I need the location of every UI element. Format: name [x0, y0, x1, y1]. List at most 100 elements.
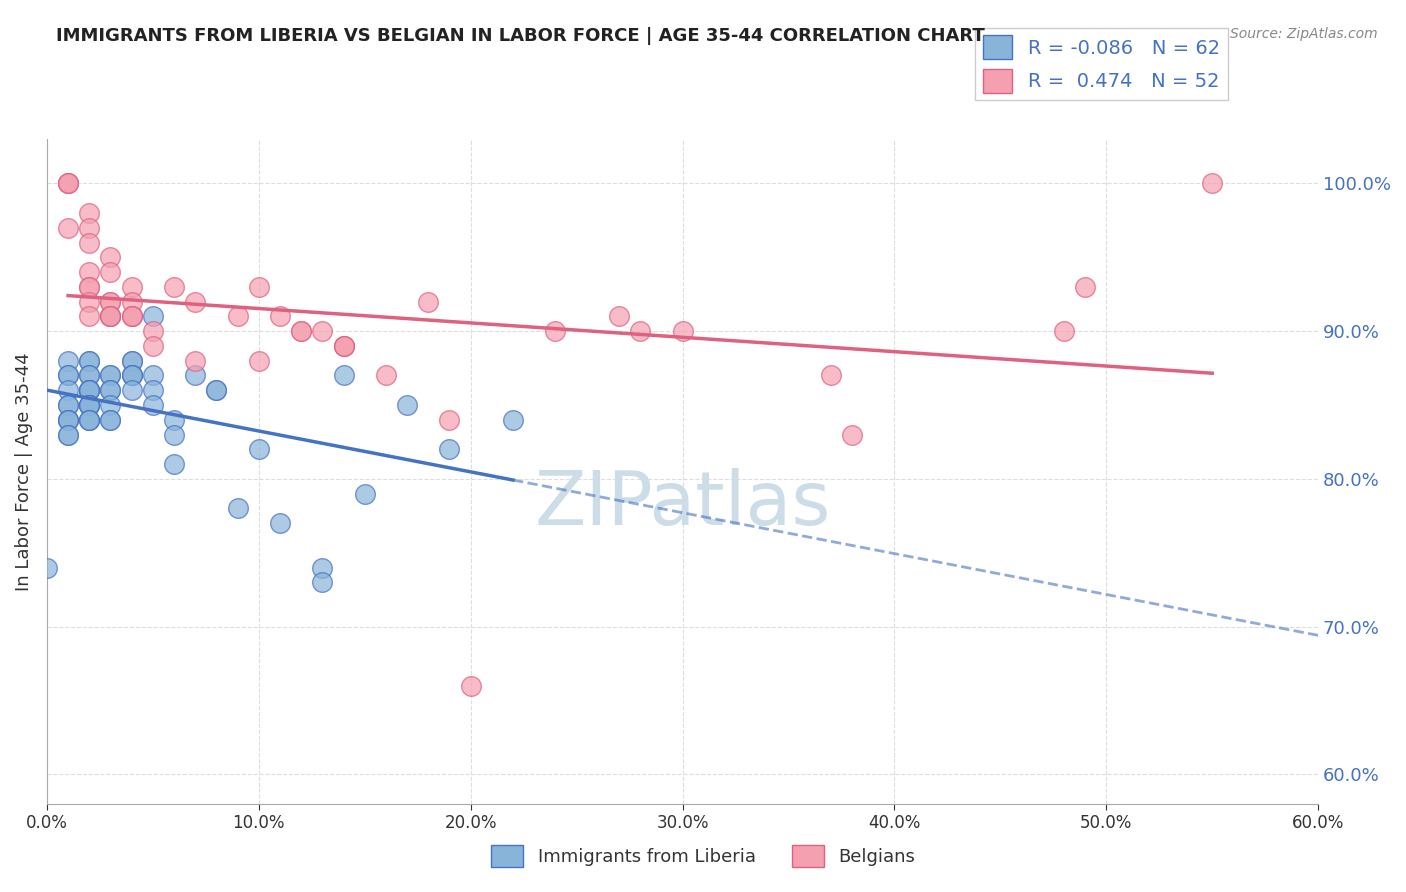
- Point: [100, 294, 122, 309]
- Point: [121, 310, 143, 324]
- Point: [311, 560, 333, 574]
- Point: [77, 413, 100, 427]
- Point: [184, 294, 207, 309]
- Point: [77, 368, 100, 383]
- Point: [121, 353, 143, 368]
- Point: [121, 384, 143, 398]
- Point: [332, 368, 354, 383]
- Point: [142, 339, 165, 353]
- Text: IMMIGRANTS FROM LIBERIA VS BELGIAN IN LABOR FORCE | AGE 35-44 CORRELATION CHART: IMMIGRANTS FROM LIBERIA VS BELGIAN IN LA…: [56, 27, 986, 45]
- Point: [100, 265, 122, 279]
- Point: [100, 310, 122, 324]
- Point: [77, 398, 100, 412]
- Point: [100, 250, 122, 264]
- Point: [184, 353, 207, 368]
- Point: [311, 324, 333, 338]
- Text: ZIPatlas: ZIPatlas: [534, 468, 831, 541]
- Point: [290, 324, 312, 338]
- Point: [56, 398, 79, 412]
- Point: [163, 280, 186, 294]
- Point: [311, 575, 333, 590]
- Point: [820, 368, 842, 383]
- Legend: R = -0.086   N = 62, R =  0.474   N = 52: R = -0.086 N = 62, R = 0.474 N = 52: [976, 28, 1227, 100]
- Point: [77, 235, 100, 250]
- Y-axis label: In Labor Force | Age 35-44: In Labor Force | Age 35-44: [15, 352, 32, 591]
- Point: [247, 280, 270, 294]
- Point: [374, 368, 396, 383]
- Point: [100, 310, 122, 324]
- Point: [121, 310, 143, 324]
- Point: [100, 384, 122, 398]
- Point: [56, 177, 79, 191]
- Point: [77, 398, 100, 412]
- Point: [121, 368, 143, 383]
- Point: [290, 324, 312, 338]
- Point: [77, 384, 100, 398]
- Point: [56, 220, 79, 235]
- Point: [607, 310, 630, 324]
- Point: [841, 427, 863, 442]
- Point: [77, 368, 100, 383]
- Point: [332, 339, 354, 353]
- Point: [77, 413, 100, 427]
- Point: [77, 398, 100, 412]
- Point: [121, 280, 143, 294]
- Point: [142, 368, 165, 383]
- Point: [439, 413, 461, 427]
- Point: [56, 368, 79, 383]
- Point: [163, 427, 186, 442]
- Point: [77, 265, 100, 279]
- Point: [56, 398, 79, 412]
- Point: [56, 427, 79, 442]
- Point: [77, 398, 100, 412]
- Point: [100, 368, 122, 383]
- Point: [332, 339, 354, 353]
- Point: [142, 384, 165, 398]
- Point: [1053, 324, 1076, 338]
- Point: [77, 220, 100, 235]
- Point: [77, 398, 100, 412]
- Point: [77, 206, 100, 220]
- Point: [77, 353, 100, 368]
- Point: [269, 516, 291, 531]
- Point: [56, 177, 79, 191]
- Point: [226, 501, 249, 516]
- Point: [56, 353, 79, 368]
- Point: [163, 413, 186, 427]
- Point: [100, 368, 122, 383]
- Point: [1074, 280, 1097, 294]
- Point: [121, 368, 143, 383]
- Point: [121, 368, 143, 383]
- Point: [332, 339, 354, 353]
- Point: [56, 177, 79, 191]
- Point: [56, 413, 79, 427]
- Point: [56, 384, 79, 398]
- Point: [35, 560, 58, 574]
- Point: [418, 294, 440, 309]
- Point: [121, 294, 143, 309]
- Point: [56, 413, 79, 427]
- Point: [77, 384, 100, 398]
- Point: [460, 679, 482, 693]
- Point: [77, 384, 100, 398]
- Point: [77, 294, 100, 309]
- Point: [353, 486, 375, 500]
- Point: [396, 398, 419, 412]
- Point: [100, 384, 122, 398]
- Point: [247, 353, 270, 368]
- Point: [439, 442, 461, 457]
- Point: [269, 310, 291, 324]
- Point: [628, 324, 651, 338]
- Point: [226, 310, 249, 324]
- Point: [77, 413, 100, 427]
- Point: [142, 398, 165, 412]
- Point: [544, 324, 567, 338]
- Point: [142, 310, 165, 324]
- Point: [142, 324, 165, 338]
- Point: [247, 442, 270, 457]
- Point: [100, 413, 122, 427]
- Point: [77, 353, 100, 368]
- Point: [671, 324, 693, 338]
- Point: [121, 353, 143, 368]
- Point: [502, 413, 524, 427]
